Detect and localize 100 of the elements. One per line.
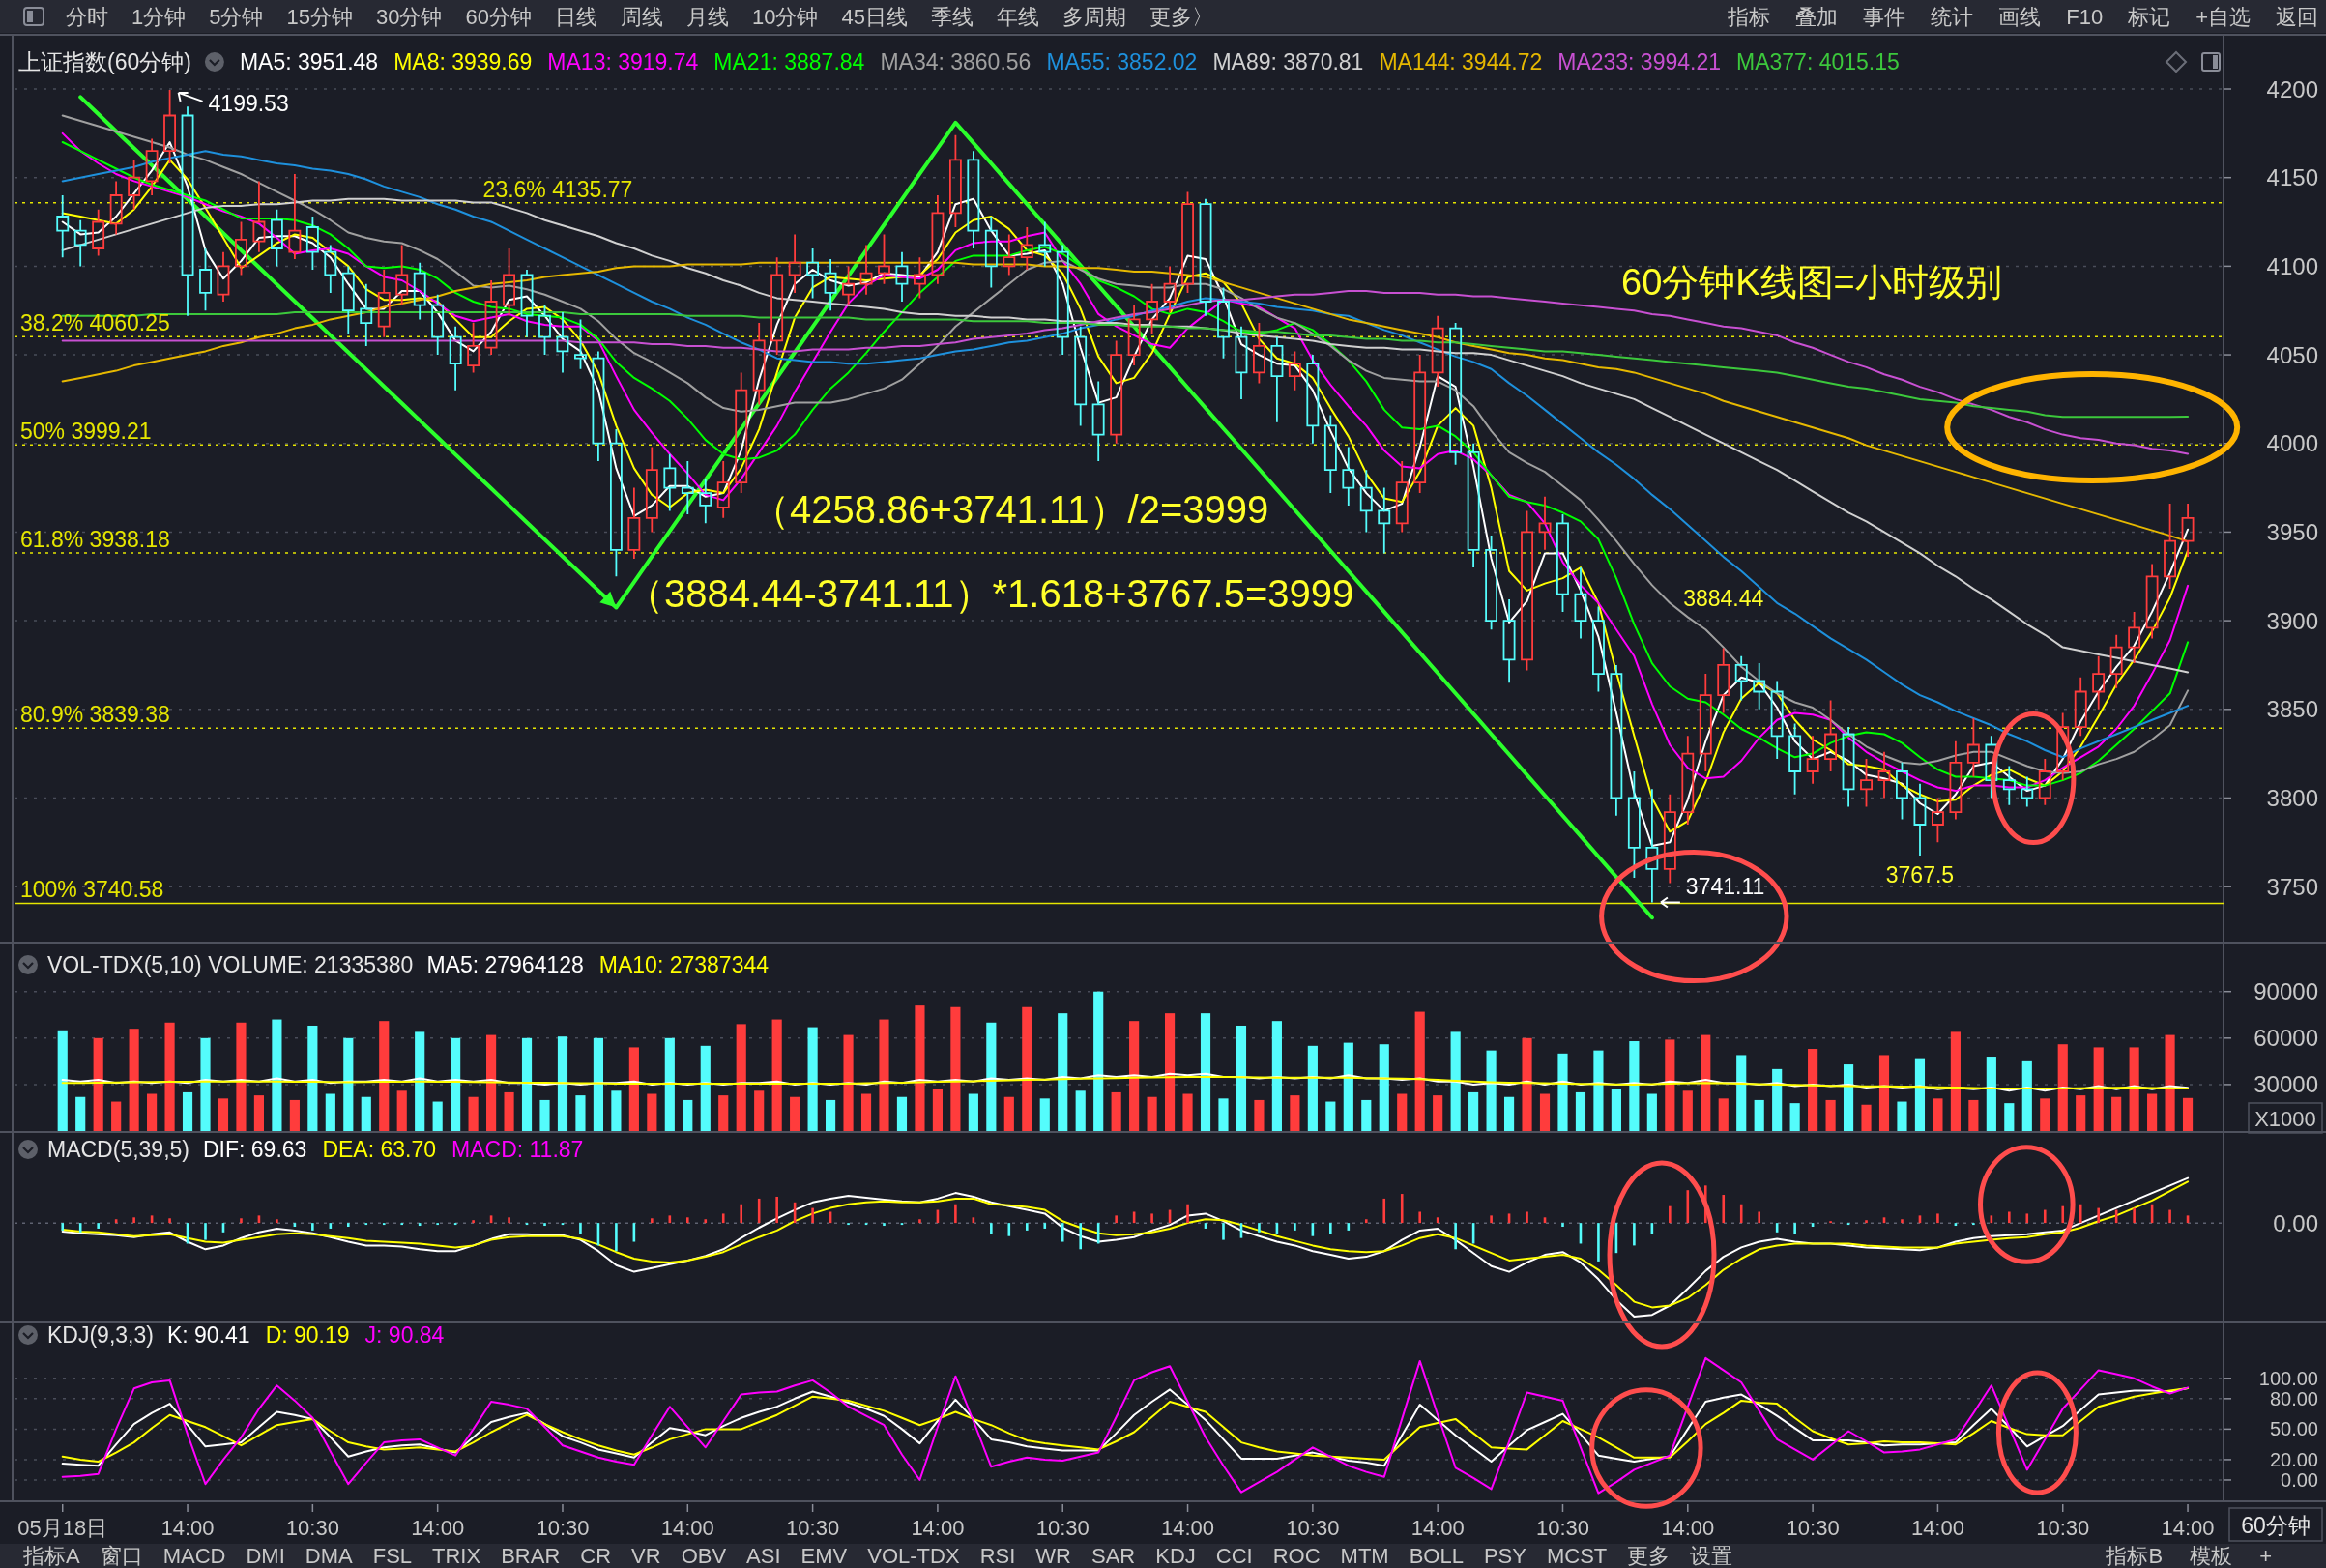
category-label: 事件: [1863, 4, 1906, 29]
candlestick: [56, 194, 70, 259]
candlestick: [2092, 654, 2106, 711]
bar: [361, 1096, 371, 1131]
bar: [615, 1223, 618, 1252]
candlestick: [1913, 782, 1927, 857]
bar: [557, 1036, 568, 1131]
candlestick: [1896, 761, 1908, 821]
candlestick: [931, 194, 945, 285]
bar: [1629, 1041, 1640, 1131]
candlestick: [1877, 750, 1891, 799]
x-tick-label: 10:30: [1286, 1515, 1340, 1540]
category-label: 年线: [996, 4, 1039, 29]
candlestick: [2128, 611, 2141, 664]
bar: [2008, 1211, 2011, 1224]
text: MACD: 11.87: [451, 1137, 584, 1162]
bar: [1325, 1101, 1336, 1131]
x-tick-label: 10:30: [786, 1515, 840, 1540]
annotation: 3767.5: [1885, 862, 1955, 888]
candlestick: [842, 265, 855, 306]
candlestick: [592, 350, 605, 462]
category-label: EMV: [800, 1543, 848, 1568]
bar: [432, 1101, 443, 1131]
text: K: 90.41: [166, 1322, 250, 1348]
candlestick: [484, 279, 498, 356]
candlestick: [716, 460, 730, 519]
ref-line-label: 100% 3740.58: [20, 877, 164, 903]
category-label: DMA: [305, 1543, 354, 1568]
bar: [111, 1101, 122, 1131]
bar: [1361, 1099, 1372, 1131]
category-label: CR: [580, 1543, 612, 1568]
annotation: 3884.44: [1683, 585, 1764, 611]
bar: [504, 1091, 514, 1131]
bar: [932, 1089, 943, 1131]
category-label: 指标A: [22, 1543, 80, 1568]
candlestick: [752, 322, 766, 406]
candlestick: [145, 137, 159, 196]
bar: [1986, 1057, 1996, 1131]
bar: [1772, 1068, 1783, 1131]
candlestick: [1359, 469, 1373, 534]
y-tick-label: 100.00: [2258, 1367, 2318, 1389]
x-tick-label: 10:30: [1535, 1515, 1590, 1540]
bar: [2025, 1213, 2029, 1224]
candlestick: [1966, 717, 1980, 778]
candlestick: [181, 105, 194, 317]
candlestick: [1431, 314, 1444, 388]
bar: [379, 1021, 390, 1131]
bar: [771, 1019, 782, 1131]
candlestick: [1842, 726, 1855, 808]
text: MA233: 3994.21: [1557, 49, 1722, 74]
bar: [1186, 1204, 1189, 1224]
bar: [236, 1022, 247, 1131]
bar: [1878, 1055, 1890, 1131]
x-axis-title: 60分钟: [2241, 1513, 2311, 1538]
candlestick: [413, 261, 426, 321]
candlestick: [1003, 233, 1016, 276]
bar: [1147, 1096, 1157, 1131]
category-label: RSI: [979, 1543, 1016, 1568]
candlestick: [163, 89, 176, 164]
bar: [132, 1217, 135, 1224]
candlestick: [663, 452, 677, 512]
bar: [700, 1045, 711, 1131]
annotation: 60分钟K线图=小时级别: [1621, 262, 2002, 303]
bar: [451, 1037, 461, 1131]
bar: [986, 1022, 997, 1131]
bar: [860, 1093, 872, 1131]
candlestick: [681, 460, 694, 515]
category-label: 60分钟: [465, 4, 532, 29]
bar: [879, 1019, 889, 1131]
bar: [575, 1095, 586, 1131]
text: J: 90.84: [364, 1322, 445, 1348]
bar: [2129, 1047, 2139, 1131]
bar: [2040, 1098, 2050, 1131]
bar: [843, 1034, 854, 1131]
category-label: 窗口: [100, 1543, 143, 1568]
candlestick: [1663, 793, 1676, 885]
candlestick: [914, 256, 926, 300]
bar: [1218, 1098, 1229, 1131]
category-label: BOLL: [1409, 1543, 1464, 1568]
y-tick-label: 20.00: [2269, 1448, 2318, 1470]
x-tick-label: 10:30: [1035, 1515, 1090, 1540]
category-label: 日线: [554, 4, 597, 29]
bar: [93, 1037, 103, 1131]
candlestick: [1949, 740, 1963, 821]
bar: [1115, 1215, 1118, 1224]
bar: [2111, 1096, 2122, 1131]
bar: [2093, 1047, 2104, 1131]
bar: [883, 1223, 886, 1227]
bar: [347, 1223, 350, 1228]
bar: [628, 1047, 639, 1131]
candlestick: [377, 269, 391, 338]
candlestick: [1610, 664, 1623, 817]
y-tick-label: 3950: [2266, 518, 2318, 545]
candlestick: [128, 159, 141, 211]
bar: [1490, 1215, 1493, 1224]
category-label: 月线: [685, 4, 729, 29]
bar: [1793, 1223, 1796, 1234]
category-label: 更多: [1627, 1543, 1671, 1568]
candlestick: [1199, 197, 1212, 317]
bar: [1611, 1089, 1621, 1131]
